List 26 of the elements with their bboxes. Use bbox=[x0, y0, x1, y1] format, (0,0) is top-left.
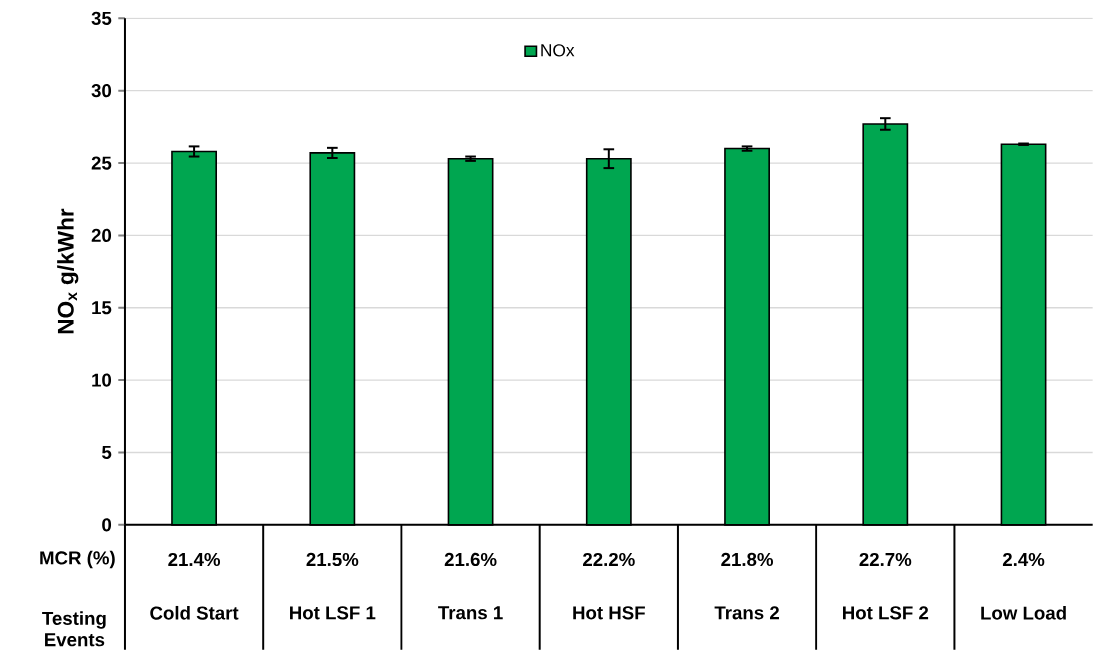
x-axis-title: Testing Events bbox=[42, 611, 106, 647]
x-tick-label: Hot LSF 2 bbox=[843, 606, 929, 620]
text: 22.7% bbox=[859, 552, 912, 567]
x-tick-label: Low Load bbox=[981, 606, 1066, 620]
text: 21.5% bbox=[306, 552, 359, 567]
y-tick-label: 10 bbox=[92, 373, 112, 387]
text: 21.8% bbox=[721, 552, 774, 567]
y-axis-title: NO$_{x}$ g/kWhr bbox=[57, 208, 79, 334]
legend-label: NOx bbox=[541, 44, 575, 57]
x-tick-label: Hot LSF 1 bbox=[290, 606, 376, 620]
x-tick-label: Hot HSF bbox=[573, 606, 645, 620]
y-tick-label: 20 bbox=[91, 228, 112, 243]
text: 21.6% bbox=[444, 552, 497, 567]
text: MCR (%) bbox=[40, 550, 115, 569]
y-tick-label: 25 bbox=[91, 156, 112, 170]
y-tick-label: 35 bbox=[91, 11, 112, 26]
x-tick-label: Cold Start bbox=[150, 606, 239, 620]
text: 2.4% bbox=[1002, 552, 1045, 567]
x-tick-label: Trans 1 bbox=[438, 606, 503, 620]
y-tick-label: 5 bbox=[102, 446, 112, 460]
x-tick-label: Trans 2 bbox=[714, 606, 779, 620]
y-tick-label: 0 bbox=[102, 518, 112, 532]
text: 21.4% bbox=[168, 552, 221, 567]
y-tick-label: 15 bbox=[92, 301, 112, 315]
y-tick-label: 30 bbox=[91, 84, 112, 98]
text: 22.2% bbox=[583, 552, 635, 567]
